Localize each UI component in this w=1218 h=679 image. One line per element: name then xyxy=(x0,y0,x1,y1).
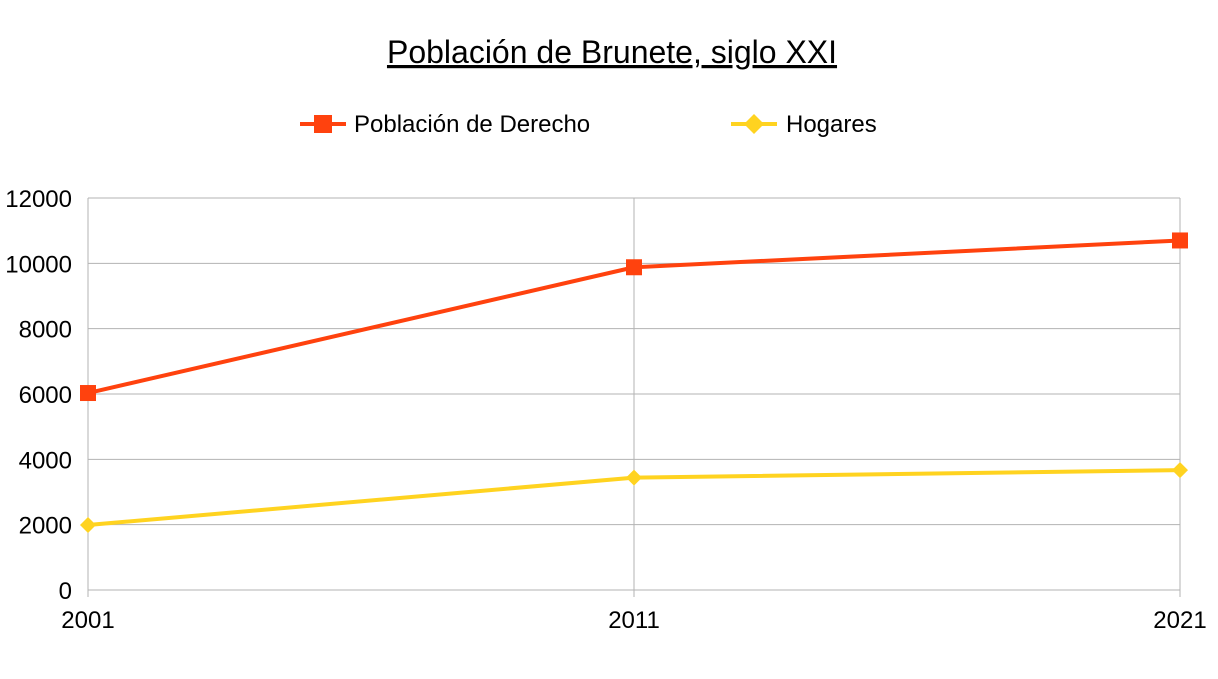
y-tick-label: 0 xyxy=(59,578,72,605)
y-tick-label: 12000 xyxy=(5,186,72,213)
legend-item-hogares: Hogares xyxy=(731,111,877,138)
series-layer xyxy=(80,232,1188,533)
y-tick-label: 10000 xyxy=(5,251,72,278)
x-axis-tick-labels: 2001 2011 2021 xyxy=(61,607,1206,634)
x-tick-label: 2001 xyxy=(61,607,114,634)
legend-item-poblacion: Población de Derecho xyxy=(300,111,590,138)
legend-marker-hogares xyxy=(744,114,764,134)
data-point-hogares xyxy=(1172,462,1188,479)
chart-legend: Población de Derecho Hogares xyxy=(300,111,877,138)
y-tick-label: 2000 xyxy=(19,513,72,540)
plot-grid xyxy=(87,197,1181,597)
data-point-poblacion xyxy=(1172,232,1188,249)
legend-marker-poblacion xyxy=(314,115,332,133)
data-point-hogares xyxy=(626,469,642,486)
x-tick-label: 2021 xyxy=(1153,607,1206,634)
legend-label-hogares: Hogares xyxy=(786,111,877,138)
y-tick-label: 4000 xyxy=(19,447,72,474)
y-tick-label: 6000 xyxy=(19,382,72,409)
data-point-poblacion xyxy=(80,385,96,402)
data-point-poblacion xyxy=(626,259,642,276)
x-tick-label: 2011 xyxy=(608,607,660,634)
chart-title: Población de Brunete, siglo XXI xyxy=(387,34,837,70)
legend-label-poblacion: Población de Derecho xyxy=(354,111,590,138)
y-axis-tick-labels: 0 2000 4000 6000 8000 10000 12000 xyxy=(5,186,72,605)
data-point-hogares xyxy=(80,516,96,533)
y-tick-label: 8000 xyxy=(19,317,72,344)
